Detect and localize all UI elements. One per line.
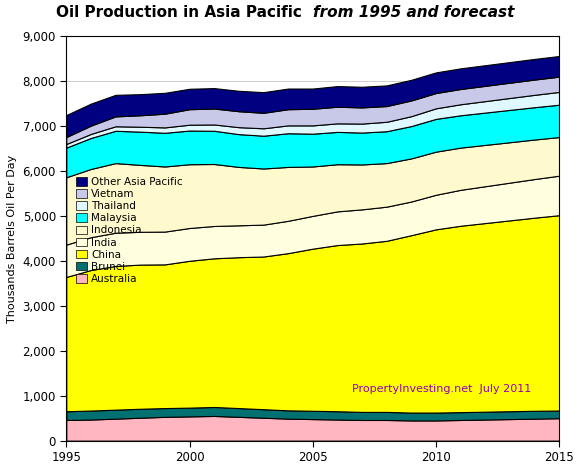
Text: Oil Production in Asia Pacific: Oil Production in Asia Pacific bbox=[56, 5, 313, 20]
Text: from 1995 and forecast: from 1995 and forecast bbox=[313, 5, 514, 20]
Y-axis label: Thousands Barrels Oil Per Day: Thousands Barrels Oil Per Day bbox=[7, 154, 17, 323]
Text: PropertyInvesting.net  July 2011: PropertyInvesting.net July 2011 bbox=[352, 384, 532, 394]
Legend: Other Asia Pacific, Vietnam, Thailand, Malaysia, Indonesia, India, China, Brunei: Other Asia Pacific, Vietnam, Thailand, M… bbox=[77, 177, 182, 284]
